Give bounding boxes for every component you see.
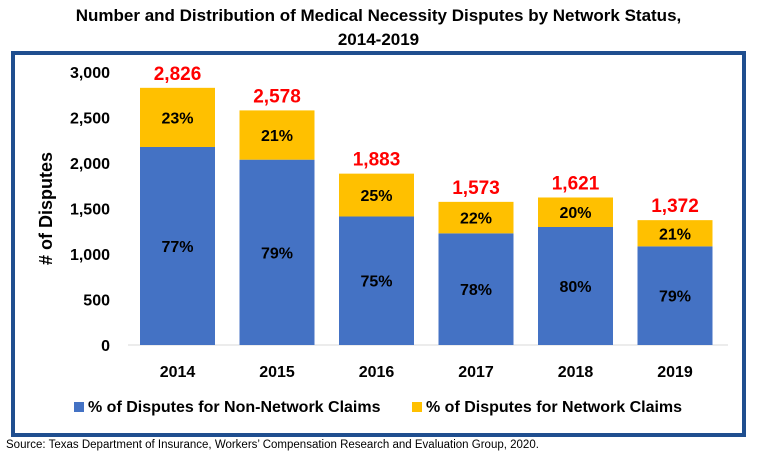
data-label-non-network: 77% [161,239,193,256]
legend-label: % of Disputes for Network Claims [426,399,682,416]
data-label-network: 22% [460,211,492,228]
total-label: 1,621 [552,173,600,194]
bar-network [438,201,514,234]
data-label-non-network: 75% [360,274,392,291]
x-tick-label: 2019 [657,364,693,381]
bar-non-network [140,146,215,345]
y-tick-label: 2,500 [70,111,110,128]
data-label-network: 21% [659,226,691,243]
bar-non-network [637,246,713,345]
data-label-network: 23% [161,110,193,127]
y-tick-label: 500 [83,293,110,310]
y-axis-label: # of Disputes [36,152,56,265]
data-label-non-network: 79% [659,289,691,306]
data-label-network: 20% [559,205,591,222]
y-tick-label: 0 [101,338,110,355]
data-label-network: 21% [261,128,293,145]
chart-title-line-2: 2014-2019 [337,30,420,49]
bar-non-network [239,159,315,345]
x-tick-label: 2018 [558,364,594,381]
total-label: 1,372 [651,196,699,217]
bar-network [140,87,215,147]
bar-network [538,197,613,227]
legend-swatch [412,402,422,412]
y-tick-label: 1,000 [70,247,110,264]
chart-frame [11,51,746,437]
y-tick-label: 3,000 [70,65,110,82]
y-tick-label: 1,500 [70,202,110,219]
x-tick-label: 2017 [458,364,494,381]
bar-non-network [538,226,613,345]
bar-non-network [339,216,414,345]
bar-network [637,220,713,247]
chart-title-line-1: Number and Distribution of Medical Neces… [75,6,682,25]
total-label: 1,883 [353,150,401,171]
total-label: 2,578 [253,86,301,107]
legend-swatch [74,402,84,412]
data-label-non-network: 78% [460,282,492,299]
x-tick-label: 2015 [259,364,295,381]
x-tick-label: 2014 [160,364,196,381]
source-note: Source: Texas Department of Insurance, W… [6,439,539,451]
total-label: 1,573 [452,178,500,199]
total-label: 2,826 [154,64,202,85]
data-label-non-network: 80% [559,279,591,296]
data-label-non-network: 79% [261,245,293,262]
x-tick-label: 2016 [359,364,395,381]
bar-non-network [438,233,514,345]
bar-network [339,173,414,217]
chart-title: Number and Distribution of Medical Neces… [0,4,757,52]
bar-network [239,110,315,160]
data-label-network: 25% [360,188,392,205]
y-tick-label: 2,000 [70,156,110,173]
legend-label: % of Disputes for Non-Network Claims [88,399,381,416]
